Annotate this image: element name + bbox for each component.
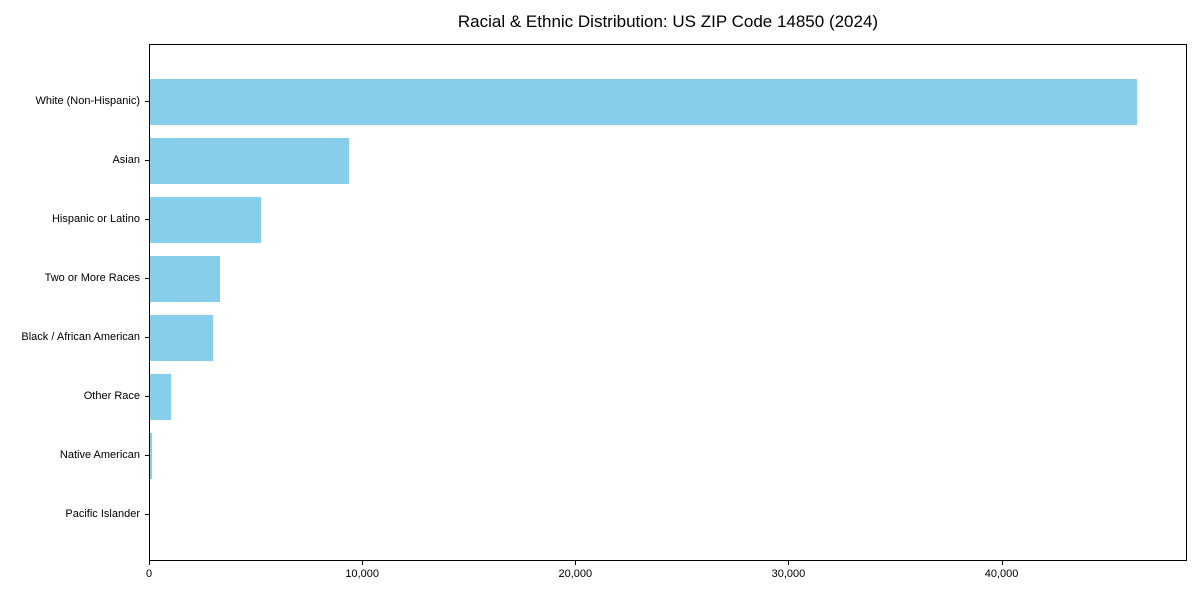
x-axis-tick: [788, 561, 790, 565]
bar-white-non-hispanic: [150, 78, 1137, 125]
y-axis-tick: [145, 454, 149, 456]
y-axis-label: Other Race: [83, 389, 140, 402]
y-axis-label: Hispanic or Latino: [51, 212, 140, 225]
bar-two-or-more-races: [150, 255, 220, 302]
y-axis-tick: [145, 336, 149, 338]
y-axis-label: White (Non-Hispanic): [35, 94, 140, 107]
x-axis-tick-label: 30,000: [771, 568, 806, 580]
plot-area: [149, 44, 1187, 561]
bar-hispanic-or-latino: [150, 196, 261, 243]
chart-title: Racial & Ethnic Distribution: US ZIP Cod…: [457, 12, 879, 31]
y-axis-tick: [145, 395, 149, 397]
y-axis-label: Native American: [59, 448, 140, 461]
x-axis-tick-label: 40,000: [984, 568, 1019, 580]
x-axis-tick-label: 10,000: [345, 568, 379, 580]
y-axis-tick: [145, 218, 149, 220]
y-axis-tick: [145, 513, 149, 515]
bar-other-race: [150, 373, 171, 420]
x-axis-tick: [149, 561, 150, 565]
y-axis-tick: [145, 159, 149, 161]
y-axis-tick: [145, 277, 149, 279]
y-axis-label: Two or More Races: [44, 271, 140, 284]
bar-native-american: [150, 432, 152, 479]
bar-asian: [150, 137, 350, 184]
y-axis-tick: [145, 100, 149, 102]
bar-black-african-american: [150, 314, 213, 361]
x-axis-tick: [1001, 561, 1003, 565]
x-axis-tick: [362, 561, 364, 565]
y-axis-label: Asian: [112, 153, 140, 166]
y-axis-label: Black / African American: [21, 330, 140, 343]
x-axis-tick-label: 20,000: [558, 568, 593, 580]
y-axis-label: Pacific Islander: [65, 507, 140, 520]
x-axis-tick: [575, 561, 577, 565]
x-axis-tick-label: 0: [145, 568, 153, 580]
